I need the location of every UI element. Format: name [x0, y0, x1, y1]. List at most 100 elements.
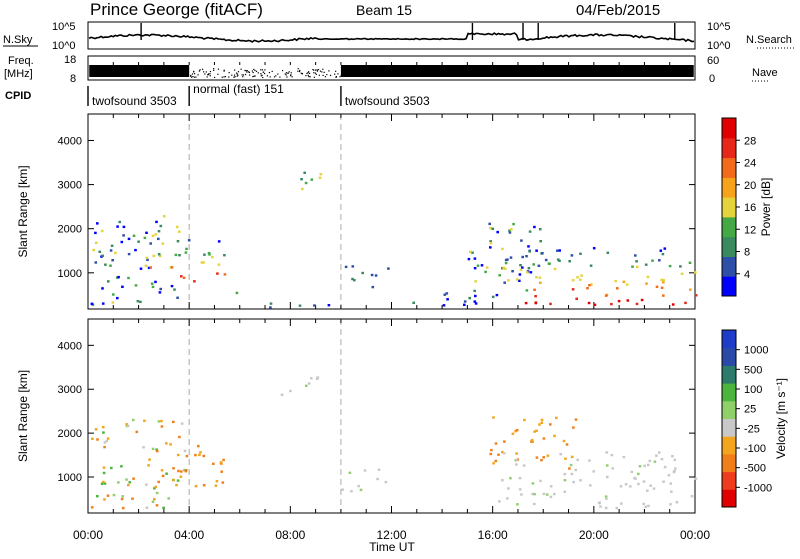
noise-sky-line	[88, 32, 695, 43]
data-cell	[655, 285, 659, 288]
data-cell	[341, 488, 344, 491]
data-cell	[662, 281, 665, 284]
data-cell	[630, 470, 634, 474]
data-cell	[102, 480, 105, 484]
data-cell	[590, 283, 593, 286]
noise-panel-frame	[87, 21, 696, 50]
freq-dot-normal	[340, 74, 342, 77]
data-cell	[637, 482, 640, 486]
data-cell	[559, 453, 562, 456]
freq-dot-normal	[307, 71, 310, 73]
data-cell	[220, 470, 223, 473]
data-cell	[568, 260, 571, 263]
freq-dot-normal	[203, 71, 205, 73]
colorbar-cell	[722, 418, 736, 437]
freq-band-twofsound-1	[89, 65, 190, 77]
freq-dot-normal	[328, 70, 330, 72]
data-cell	[202, 454, 206, 458]
data-cell	[151, 234, 155, 238]
frequency-bars	[87, 62, 696, 79]
freq-dot-normal	[322, 74, 324, 77]
freq-dot-normal	[315, 73, 317, 75]
freq-dot-normal	[314, 72, 317, 74]
y-tick-label: 3000	[58, 180, 82, 192]
data-cell	[120, 465, 123, 468]
colorbar-cell	[722, 347, 736, 366]
freq-dot-normal	[228, 76, 230, 78]
data-cell	[662, 294, 665, 297]
data-cell	[501, 450, 504, 454]
freq-dot-normal	[191, 73, 194, 75]
data-cell	[491, 227, 495, 230]
freq-dot-normal	[290, 74, 292, 76]
freq-dot-normal	[213, 68, 215, 70]
beam-label: Beam 15	[356, 2, 412, 18]
freq-dot-normal	[308, 72, 311, 75]
data-cell	[289, 389, 292, 393]
data-cell	[643, 464, 646, 468]
freq-dot-normal	[316, 70, 319, 72]
data-cell	[622, 280, 626, 283]
colorbar-cell	[722, 236, 736, 257]
freq-dot-normal	[248, 71, 251, 74]
data-cell	[178, 254, 181, 257]
data-cell	[635, 302, 639, 306]
freq-dot-normal	[223, 69, 225, 71]
data-cell	[549, 495, 553, 499]
data-cell	[208, 253, 211, 256]
data-cell	[533, 225, 536, 229]
data-cell	[377, 468, 381, 471]
freq-dot-normal	[234, 69, 236, 71]
data-cell	[489, 227, 492, 230]
data-cell	[160, 419, 163, 423]
freq-dot-normal	[261, 69, 264, 71]
data-cell	[556, 249, 559, 252]
data-cell	[625, 283, 629, 286]
freq-dot-normal	[317, 68, 320, 71]
data-cell	[116, 225, 119, 228]
freq-dot-normal	[300, 72, 302, 74]
colorbar-cell	[722, 330, 736, 349]
data-cell	[176, 479, 180, 482]
nsky-label: N.Sky	[3, 34, 33, 46]
data-cell	[116, 296, 119, 300]
data-cell	[111, 301, 115, 304]
data-cell	[555, 416, 558, 420]
y-tick-label: 1000	[58, 472, 82, 484]
data-cell	[563, 479, 567, 482]
data-cell	[184, 470, 188, 473]
data-cell	[535, 456, 539, 459]
colorbar-cell	[722, 177, 736, 198]
data-cell	[135, 430, 139, 434]
data-cell	[370, 273, 374, 277]
data-cell	[121, 285, 124, 288]
data-cell	[469, 250, 472, 253]
freq-dot-normal	[213, 76, 216, 79]
colorbar-cell	[722, 118, 736, 139]
freq-dot-normal	[316, 69, 318, 71]
data-cell	[512, 222, 515, 226]
data-cell	[132, 418, 135, 422]
data-cell	[651, 259, 654, 262]
data-cell	[515, 452, 518, 455]
data-cell	[143, 236, 147, 240]
data-cell	[520, 493, 523, 496]
colorbar-cell	[722, 453, 736, 473]
freq-scale-top: 18	[64, 54, 76, 66]
noise-scale-bottom-right: 10^0	[707, 40, 731, 52]
data-cell	[616, 287, 619, 290]
data-cell	[102, 431, 105, 434]
data-cell	[589, 264, 593, 267]
data-cell	[690, 495, 694, 498]
data-cell	[539, 281, 542, 284]
data-cell	[387, 267, 390, 270]
data-cell	[371, 285, 375, 289]
data-cell	[507, 279, 510, 282]
colorbar-tick-label: 16	[744, 202, 756, 214]
data-cell	[127, 237, 131, 241]
data-cell	[570, 254, 574, 257]
data-cell	[571, 279, 575, 282]
freq-dot-normal	[297, 68, 299, 70]
time-axis: 00:00 04:00 08:00 12:00 16:00 20:00 00:00	[73, 528, 710, 542]
freq-dot-normal	[246, 70, 248, 72]
